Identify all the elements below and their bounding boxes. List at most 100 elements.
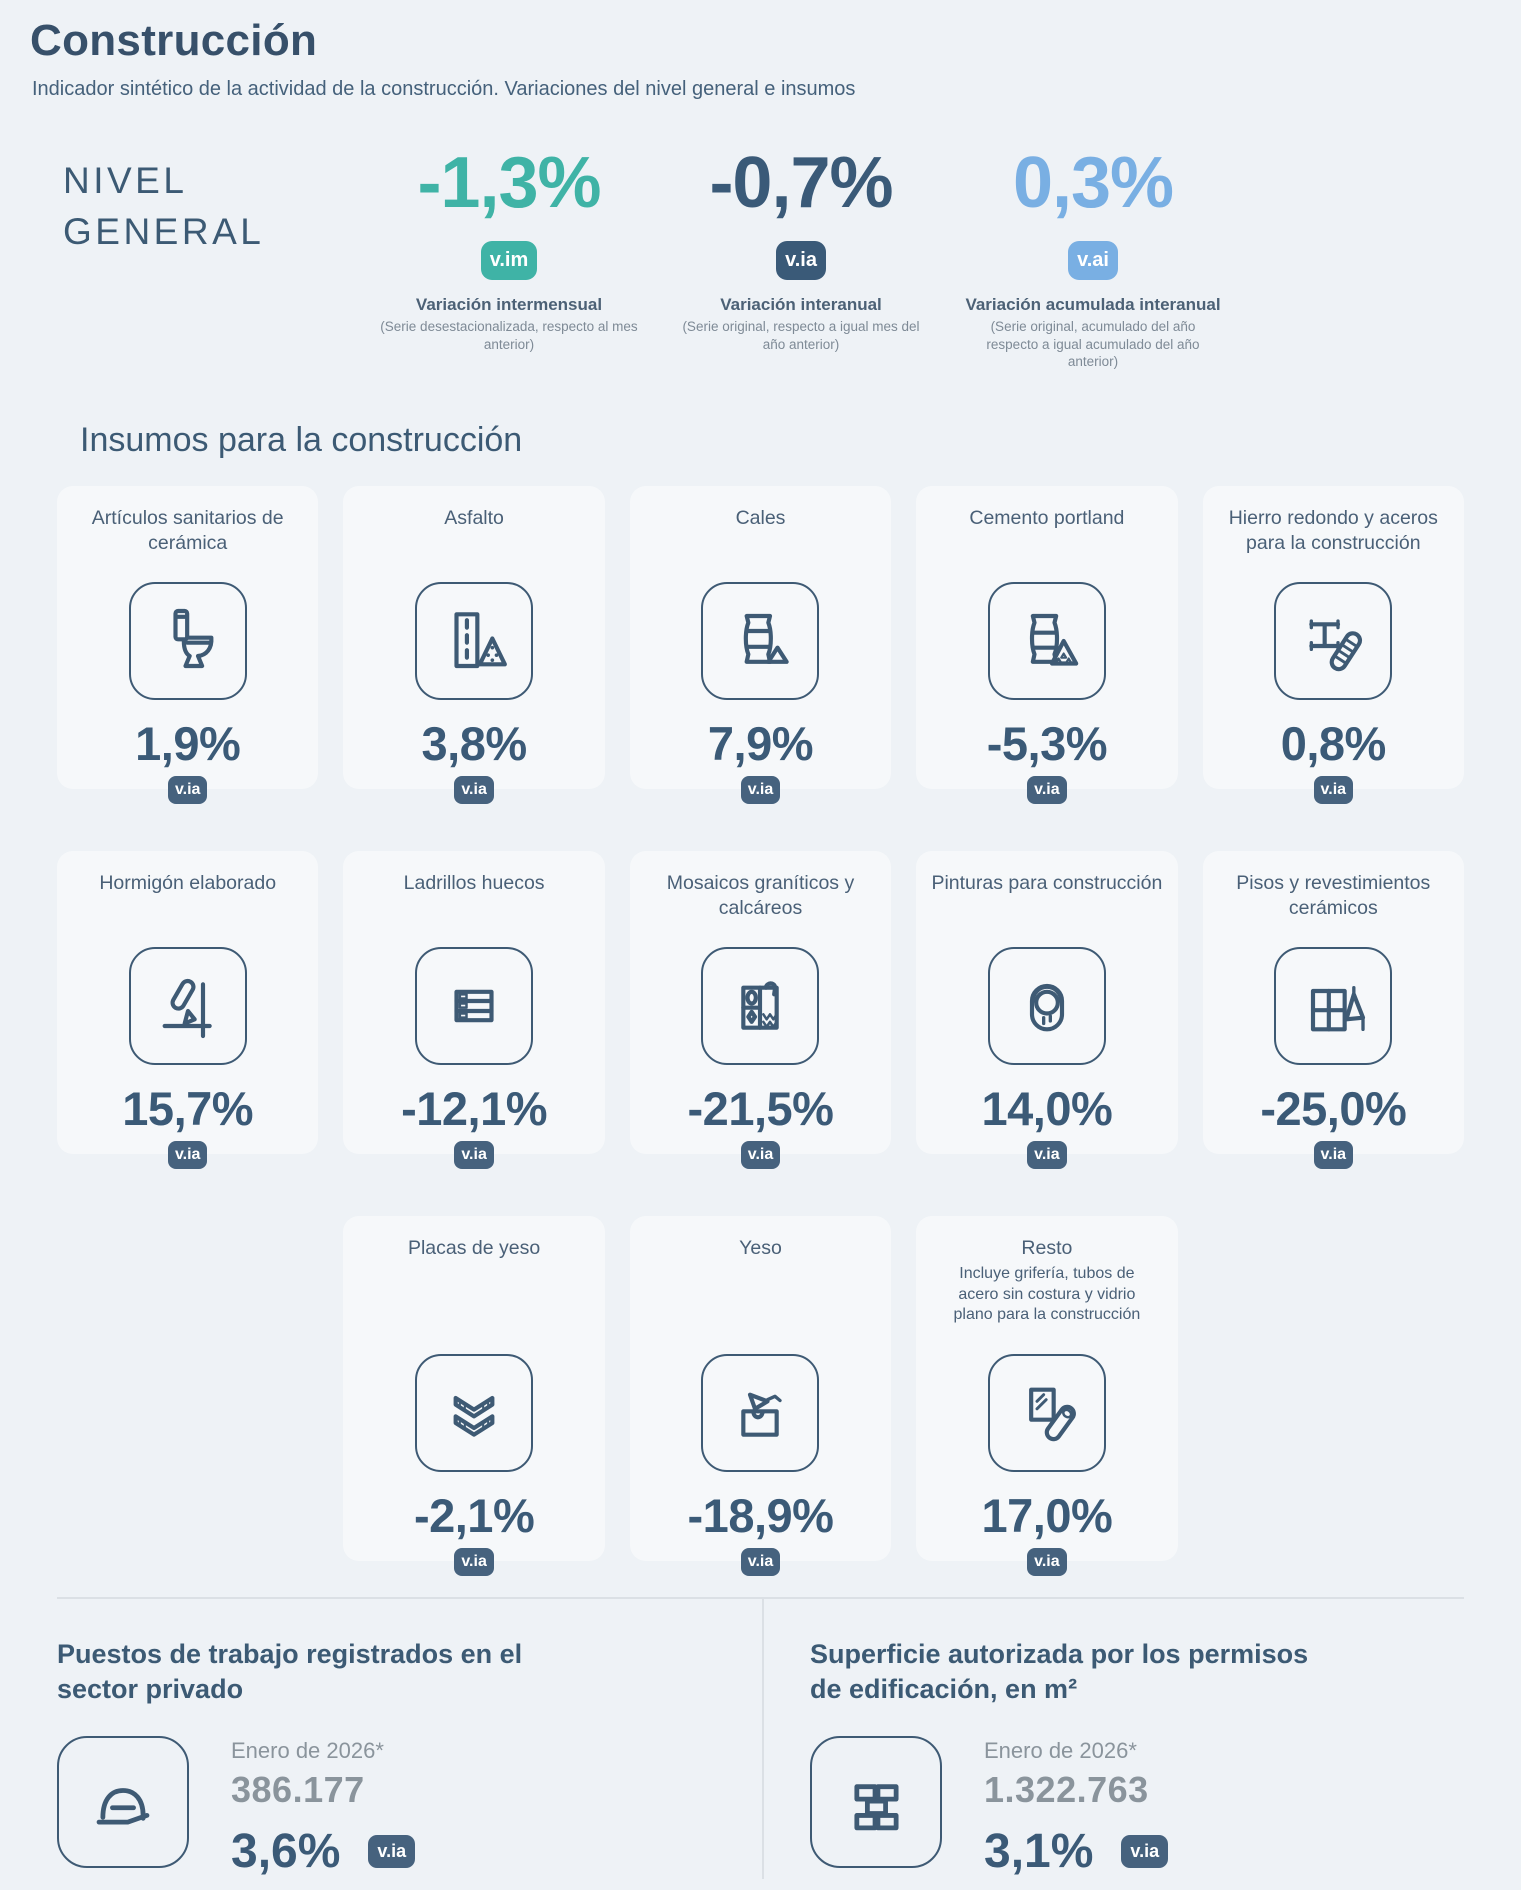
card-badge: v.ia [454, 1140, 494, 1169]
card-badge: v.ia [167, 1140, 208, 1169]
insumo-card-pinturas: Pinturas para construcción 14,0% v.ia [916, 850, 1178, 1169]
metric-badge: v.ai [1068, 241, 1118, 280]
card-badge: v.ia [1313, 1140, 1354, 1169]
metric-acumulada: 0,3% v.ai Variación acumulada interanual… [947, 147, 1239, 371]
metric-desc-detail: (Serie original, respecto a igual mes de… [682, 319, 920, 352]
card-badge: v.ia [1027, 1547, 1067, 1576]
metric-intermensual: -1,3% v.im Variación intermensual (Serie… [363, 147, 655, 371]
insumo-card-mosaicos: Mosaicos graníticos y calcáreos -21,5% v… [629, 850, 892, 1169]
card-label: Pisos y revestimientos cerámicos [1236, 871, 1431, 920]
variation-badge: v.ia [368, 1834, 416, 1868]
insumo-card-resto: Resto Incluye grifería, tubos de acero s… [916, 1215, 1178, 1576]
page-subtitle: Indicador sintético de la actividad de l… [32, 78, 856, 100]
metric-value: -0,7% [709, 143, 893, 223]
insumo-card-yeso: Yeso -18,9% v.ia [629, 1215, 892, 1576]
insumo-card-hierro: Hierro redondo y aceros para la construc… [1202, 485, 1464, 804]
amount-value: 386.177 [231, 1768, 365, 1810]
plaster-trowel-icon [701, 1353, 820, 1472]
card-note: Incluye grifería, tubos de acero sin cos… [953, 1265, 1141, 1323]
metric-desc-title: Variación interanual [720, 295, 882, 314]
insumo-card-cemento: Cemento portland -5,3% v.ia [916, 485, 1178, 804]
card-value: 14,0% [981, 1081, 1113, 1135]
footer-heading: Superficie autorizada por los permisos d… [810, 1638, 1309, 1705]
metric-value: -1,3% [417, 143, 601, 223]
insumo-card-hormigon: Hormigón elaborado 15,7% v.ia [57, 850, 319, 1169]
nivel-general-section: NIVEL GENERAL -1,3% v.im Variación inter… [63, 147, 1521, 371]
insumo-card-asfalto: Asfalto 3,8% v.ia [343, 485, 605, 804]
card-label: Placas de yeso [407, 1236, 541, 1259]
card-label: Cales [735, 506, 786, 529]
asphalt-road-icon [415, 581, 534, 700]
period-label: Enero de 2026* [984, 1737, 1137, 1763]
card-label: Hierro redondo y aceros para la construc… [1228, 506, 1438, 555]
card-badge: v.ia [740, 775, 781, 804]
card-value: -2,1% [413, 1488, 535, 1542]
card-label: Cemento portland [969, 506, 1125, 529]
card-badge: v.ia [740, 1547, 781, 1576]
period-label: Enero de 2026* [231, 1737, 384, 1763]
card-badge: v.ia [454, 775, 494, 804]
card-label: Ladrillos huecos [403, 871, 545, 894]
metric-desc-title: Variación acumulada interanual [965, 295, 1221, 314]
card-value: -12,1% [401, 1081, 548, 1135]
toilet-icon [128, 581, 247, 700]
nivel-general-label: NIVEL GENERAL [63, 160, 265, 253]
card-badge: v.ia [167, 775, 208, 804]
nivel-general-metrics: -1,3% v.im Variación intermensual (Serie… [363, 147, 1239, 371]
card-label: Mosaicos graníticos y calcáreos [666, 871, 855, 920]
card-value: -18,9% [687, 1488, 834, 1542]
steel-beam-rebar-icon [1274, 581, 1393, 700]
metric-value: 0,3% [1012, 143, 1174, 223]
card-value: -25,0% [1260, 1081, 1407, 1135]
concrete-tool-icon [128, 946, 247, 1065]
lime-bag-icon [701, 581, 820, 700]
amount-value: 1.322.763 [984, 1768, 1149, 1810]
card-value: 15,7% [122, 1081, 254, 1135]
card-badge: v.ia [1027, 1140, 1067, 1169]
variation-badge: v.ia [1121, 1834, 1169, 1868]
card-badge: v.ia [454, 1547, 494, 1576]
page-title: Construcción [30, 16, 318, 65]
card-value: -5,3% [986, 716, 1108, 770]
floor-tiles-trowel-icon [1274, 946, 1393, 1065]
metric-desc-title: Variación intermensual [415, 295, 603, 314]
insumo-card-cales: Cales 7,9% v.ia [629, 485, 892, 804]
insumos-heading: Insumos para la construcción [80, 420, 523, 459]
metric-badge: v.ia [776, 241, 826, 280]
plasterboard-icon [415, 1353, 534, 1472]
metric-desc-detail: (Serie desestacionalizada, respecto al m… [380, 319, 638, 352]
card-label: Asfalto [444, 506, 504, 529]
paint-bucket-icon [987, 946, 1106, 1065]
insumo-card-ladrillos: Ladrillos huecos -12,1% v.ia [343, 850, 605, 1169]
metric-interanual: -0,7% v.ia Variación interanual (Serie o… [655, 147, 947, 371]
card-label: Artículos sanitarios de cerámica [91, 506, 284, 555]
metric-badge: v.im [480, 241, 538, 280]
insumos-grid: Artículos sanitarios de cerámica 1,9% v.… [57, 485, 1464, 1576]
insumo-card-sanitarios: Artículos sanitarios de cerámica 1,9% v.… [57, 485, 319, 804]
card-value: 1,9% [135, 716, 241, 770]
card-label: Yeso [739, 1236, 782, 1259]
variation-value: 3,6% [231, 1824, 341, 1878]
glass-and-tube-icon [987, 1353, 1106, 1472]
insumo-card-pisos: Pisos y revestimientos cerámicos -25,0% … [1202, 850, 1464, 1169]
card-badge: v.ia [1313, 775, 1354, 804]
card-value: 7,9% [707, 716, 814, 770]
card-value: 17,0% [981, 1488, 1113, 1542]
hard-hat-icon [57, 1735, 189, 1868]
card-label: Hormigón elaborado [99, 871, 277, 894]
card-badge: v.ia [740, 1140, 781, 1169]
metric-desc-detail: (Serie original, acumulado del año respe… [986, 319, 1200, 370]
card-label: Pinturas para construcción [931, 871, 1163, 894]
section-divider [57, 1596, 1464, 1599]
card-value: 0,8% [1280, 716, 1387, 770]
brick-wall-icon [810, 1735, 942, 1868]
cement-bag-icon [987, 581, 1106, 700]
insumo-card-placas-yeso: Placas de yeso -2,1% v.ia [343, 1215, 605, 1576]
page-header: Construcción Indicador sintético de la a… [0, 0, 1521, 101]
card-badge: v.ia [1027, 775, 1067, 804]
footer-heading: Puestos de trabajo registrados en el sec… [57, 1638, 523, 1705]
card-value: 3,8% [421, 716, 528, 770]
footer-left-jobs: Puestos de trabajo registrados en el sec… [0, 1599, 762, 1879]
card-value: -21,5% [687, 1081, 834, 1135]
variation-value: 3,1% [984, 1824, 1094, 1878]
